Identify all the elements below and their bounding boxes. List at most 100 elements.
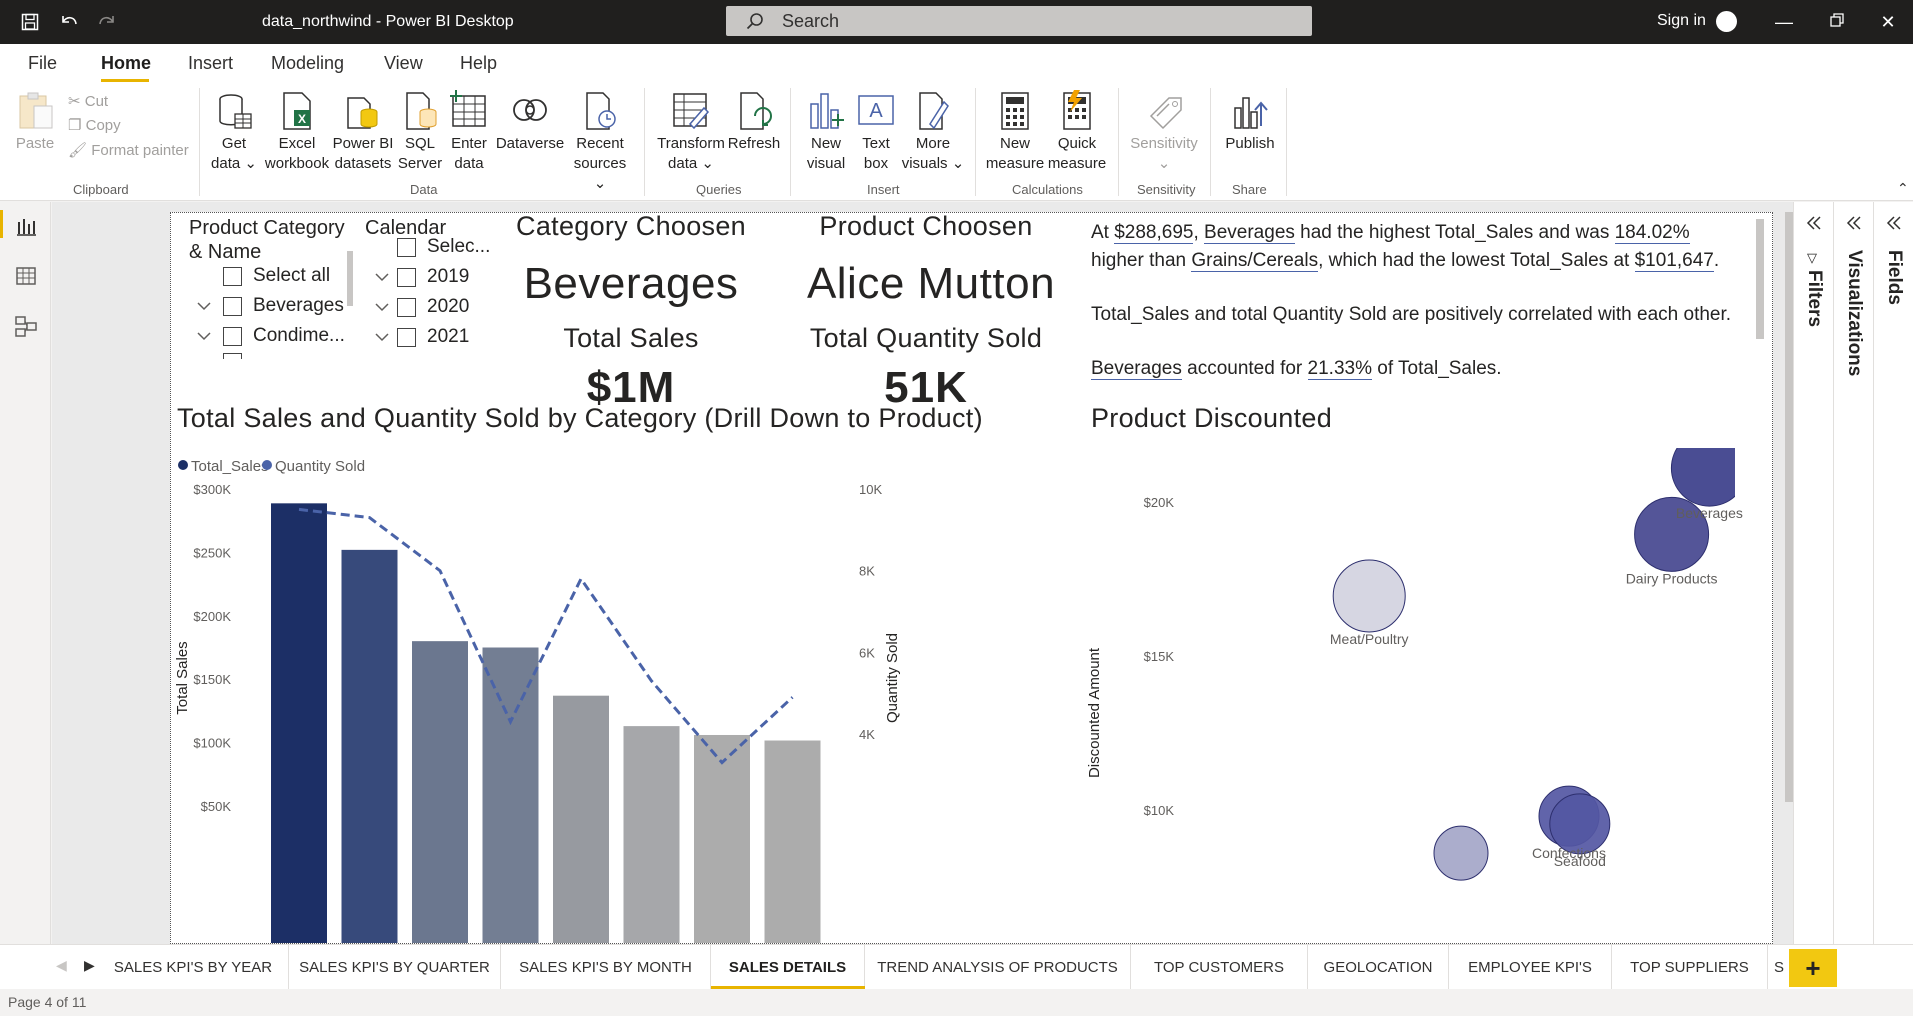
new-measure-label-2: measure [985, 155, 1045, 172]
chevron-down-icon[interactable] [197, 329, 211, 343]
excel-label-1: Excel [278, 135, 316, 152]
bubble [1634, 496, 1710, 572]
combo-chart[interactable]: Total_Sales Quantity Sold $300K $250K $200K $… [171, 443, 931, 944]
calendar-2020-checkbox[interactable]: 2020 [397, 296, 469, 318]
bar [482, 647, 539, 943]
bubble-chart-title: Product Discounted [1091, 403, 1333, 433]
dropdown-chevron-icon: ⌄ [947, 155, 965, 172]
sensitivity-button[interactable]: Sensitivity ⌄ [1126, 90, 1202, 174]
minimize-icon[interactable]: — [1775, 12, 1793, 32]
cut-label: Cut [84, 93, 109, 110]
redo-icon[interactable] [95, 10, 119, 34]
canvas-scrollbar[interactable] [1785, 212, 1793, 802]
legend-marker-total-sales [178, 460, 188, 470]
page-tab[interactable]: S [1774, 959, 1785, 976]
recent-sources-button[interactable]: Recent sources ⌄ [568, 90, 632, 194]
bubble [1549, 793, 1611, 855]
chevron-down-icon[interactable] [375, 330, 389, 344]
avatar[interactable] [1716, 11, 1737, 32]
refresh-button[interactable]: Refresh [726, 90, 782, 154]
expand-chevron-icon[interactable] [1845, 214, 1863, 232]
new-measure-label-1: New [999, 135, 1030, 152]
excel-workbook-button[interactable]: X Excel workbook [262, 90, 332, 174]
page-tab[interactable]: TOP SUPPLIERS [1612, 945, 1768, 990]
menu-modeling[interactable]: Modeling [271, 53, 345, 73]
sql-server-button[interactable]: SQL Server [394, 90, 446, 174]
dropdown-chevron-icon: ⌄ [593, 175, 607, 192]
dropdown-chevron-icon: ⌄ [1157, 155, 1171, 172]
dataverse-label: Dataverse [495, 135, 565, 152]
narrative-text: accounted for [1181, 358, 1308, 379]
restore-icon[interactable] [1826, 11, 1848, 33]
svg-text:X: X [298, 112, 306, 126]
menu-view[interactable]: View [384, 53, 423, 73]
dataverse-button[interactable]: Dataverse [492, 90, 568, 154]
transform-data-button[interactable]: Transform data ⌄ [656, 90, 726, 174]
category-beverages-checkbox[interactable]: Beverages [223, 295, 344, 317]
y-tick-label: $15K [1144, 649, 1175, 664]
search-box[interactable]: Search [726, 6, 1312, 36]
enter-data-button[interactable]: Enter data [446, 90, 492, 174]
text-box-button[interactable]: A Text box [852, 90, 900, 174]
page-tab[interactable]: SALES KPI'S BY QUARTER [289, 945, 501, 990]
chevron-down-icon[interactable] [375, 270, 389, 284]
collapse-ribbon-icon[interactable]: ⌃ [1897, 180, 1909, 196]
menu-home[interactable]: Home [101, 53, 152, 73]
calendar-select-all-checkbox[interactable]: Selec... [397, 236, 490, 258]
format-painter-button[interactable]: 🖌 Format painter [68, 141, 189, 159]
narrative-value: Beverages [1091, 358, 1182, 380]
menu-insert[interactable]: Insert [188, 53, 234, 73]
report-page: Product Category & Name Select all Bever… [170, 212, 1773, 944]
legend-marker-quantity [262, 460, 272, 470]
scroll-tabs-left-icon[interactable]: ◀ [56, 957, 67, 973]
page-tab[interactable]: GEOLOCATION [1308, 945, 1449, 990]
page-tab[interactable]: TOP CUSTOMERS [1131, 945, 1308, 990]
page-tab[interactable]: SALES KPI'S BY YEAR [98, 945, 289, 990]
report-view-icon[interactable] [14, 214, 38, 238]
bubble-chart[interactable]: $20K $15K $10K Discounted Amount Beverages Da… [1081, 443, 1771, 944]
close-icon[interactable]: ✕ [1880, 12, 1896, 32]
smart-narrative[interactable]: At $288,695, Beverages had the highest T… [1091, 219, 1746, 409]
chevron-down-icon[interactable] [197, 299, 211, 313]
cut-button[interactable]: ✂ Cut [68, 92, 108, 110]
publish-button[interactable]: Publish [1218, 90, 1282, 154]
visualizations-pane-collapsed[interactable]: Visualizations [1834, 202, 1874, 944]
data-view-icon[interactable] [14, 264, 38, 288]
quick-measure-button[interactable]: Quick measure [1045, 90, 1109, 174]
new-visual-button[interactable]: New visual [800, 90, 852, 174]
calendar-2021-checkbox[interactable]: 2021 [397, 326, 469, 348]
page-tab[interactable]: EMPLOYEE KPI'S [1449, 945, 1612, 990]
category-condiments-checkbox[interactable]: Condime... [223, 325, 345, 347]
bubble-group [1332, 448, 1735, 881]
copy-button[interactable]: ❐ Copy [68, 116, 121, 134]
sensitivity-icon [1149, 97, 1182, 130]
expand-chevron-icon[interactable] [1885, 214, 1903, 232]
model-view-icon[interactable] [14, 314, 38, 338]
filters-pane-collapsed[interactable]: ▽ Filters [1794, 202, 1834, 944]
menu-help[interactable]: Help [460, 53, 498, 73]
add-page-button[interactable]: + [1789, 949, 1837, 987]
category-slicer-scrollbar[interactable] [347, 251, 353, 306]
save-icon[interactable] [18, 10, 42, 34]
page-tab[interactable]: SALES KPI'S BY MONTH [501, 945, 711, 990]
category-select-all-checkbox[interactable]: Select all [223, 265, 330, 287]
combo-chart-title: Total Sales and Quantity Sold by Categor… [177, 403, 983, 433]
calendar-2019-checkbox[interactable]: 2019 [397, 266, 469, 288]
new-measure-button[interactable]: New measure [985, 90, 1045, 174]
chevron-down-icon[interactable] [375, 300, 389, 314]
fields-pane-collapsed[interactable]: Fields [1874, 202, 1913, 944]
undo-icon[interactable] [57, 10, 81, 34]
ribbon-separator [790, 88, 791, 196]
sign-in-link[interactable]: Sign in [1657, 12, 1706, 29]
scroll-tabs-right-icon[interactable]: ▶ [84, 957, 95, 973]
more-visuals-button[interactable]: More visuals ⌄ [900, 90, 966, 174]
paste-button[interactable]: Paste [14, 90, 56, 154]
expand-chevron-icon[interactable] [1805, 214, 1823, 232]
get-data-button[interactable]: Get data ⌄ [206, 90, 262, 174]
narrative-scrollbar[interactable] [1756, 219, 1764, 339]
page-tab[interactable]: TREND ANALYSIS OF PRODUCTS [865, 945, 1131, 990]
menu-file[interactable]: File [28, 53, 58, 73]
page-tab[interactable]: SALES DETAILS [711, 945, 865, 990]
power-bi-datasets-button[interactable]: Power BI datasets [332, 90, 394, 174]
checkbox-box [223, 296, 242, 316]
